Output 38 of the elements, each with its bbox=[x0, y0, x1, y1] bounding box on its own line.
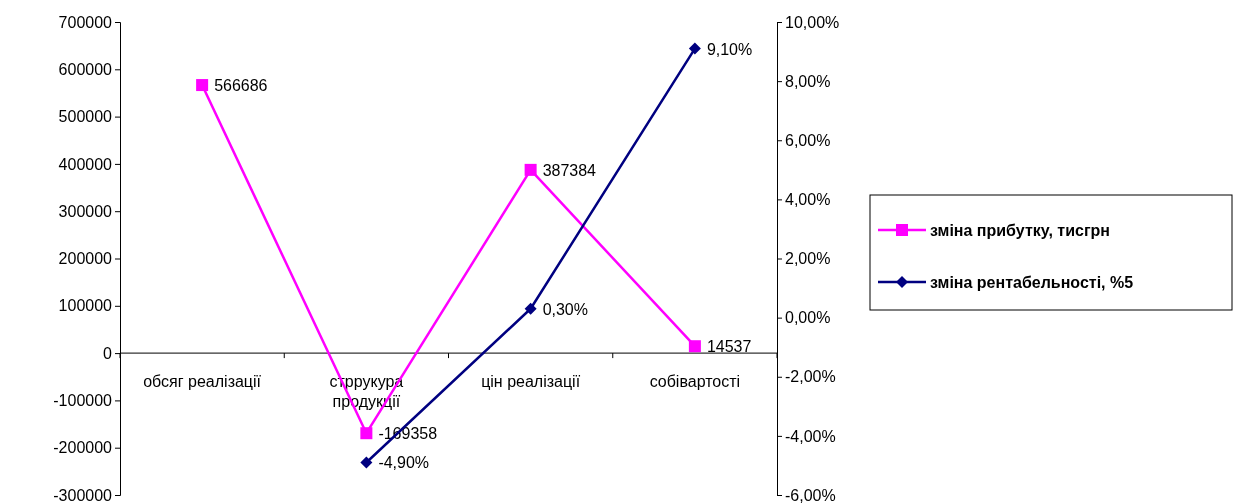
y2-tick-label: 8,00% bbox=[785, 72, 831, 90]
x-tick-label: собівартості bbox=[649, 373, 741, 391]
y-tick-label: 500000 bbox=[58, 108, 113, 126]
legend-label: зміна рентабельності, %5 bbox=[930, 274, 1134, 291]
point bbox=[688, 42, 701, 55]
point bbox=[360, 427, 373, 440]
data-label: 387384 bbox=[542, 161, 597, 179]
y-tick-label: 0 bbox=[103, 344, 113, 362]
y2-tick-label: 0,00% bbox=[785, 309, 831, 327]
data-label: 9,10% bbox=[706, 40, 753, 58]
point bbox=[360, 456, 373, 469]
x-tick-label: обсяг реалізації bbox=[143, 373, 262, 391]
y2-tick-label: 2,00% bbox=[785, 250, 831, 268]
data-label: 0,30% bbox=[542, 300, 588, 318]
legend-label: зміна прибутку, тисгрн bbox=[930, 222, 1110, 239]
y2-tick-label: -6,00% bbox=[785, 486, 836, 503]
y2-tick-label: 10,00% bbox=[785, 13, 840, 31]
y-tick-label: 300000 bbox=[58, 202, 113, 220]
y2-tick-label: -4,00% bbox=[785, 427, 836, 445]
y-tick-label: -300000 bbox=[53, 486, 113, 503]
y-tick-label: 600000 bbox=[58, 60, 113, 78]
data-label: 14537 bbox=[706, 338, 752, 356]
y-tick-label: -100000 bbox=[53, 392, 113, 410]
y2-tick-label: 6,00% bbox=[785, 131, 831, 149]
data-label: -4,90% bbox=[378, 454, 430, 472]
y-tick-label: 200000 bbox=[58, 250, 113, 268]
point bbox=[524, 302, 537, 315]
y-tick-label: 700000 bbox=[58, 13, 113, 31]
y-tick-label: -200000 bbox=[53, 439, 113, 457]
point bbox=[524, 163, 537, 176]
y2-tick-label: 4,00% bbox=[785, 190, 831, 208]
y2-tick-label: -2,00% bbox=[785, 368, 836, 386]
point bbox=[196, 79, 209, 92]
data-label: 566686 bbox=[214, 77, 268, 95]
y-tick-label: 100000 bbox=[58, 297, 113, 315]
point bbox=[688, 340, 701, 353]
x-tick-label: цін реалізації bbox=[481, 373, 581, 391]
y-tick-label: 400000 bbox=[58, 155, 113, 173]
